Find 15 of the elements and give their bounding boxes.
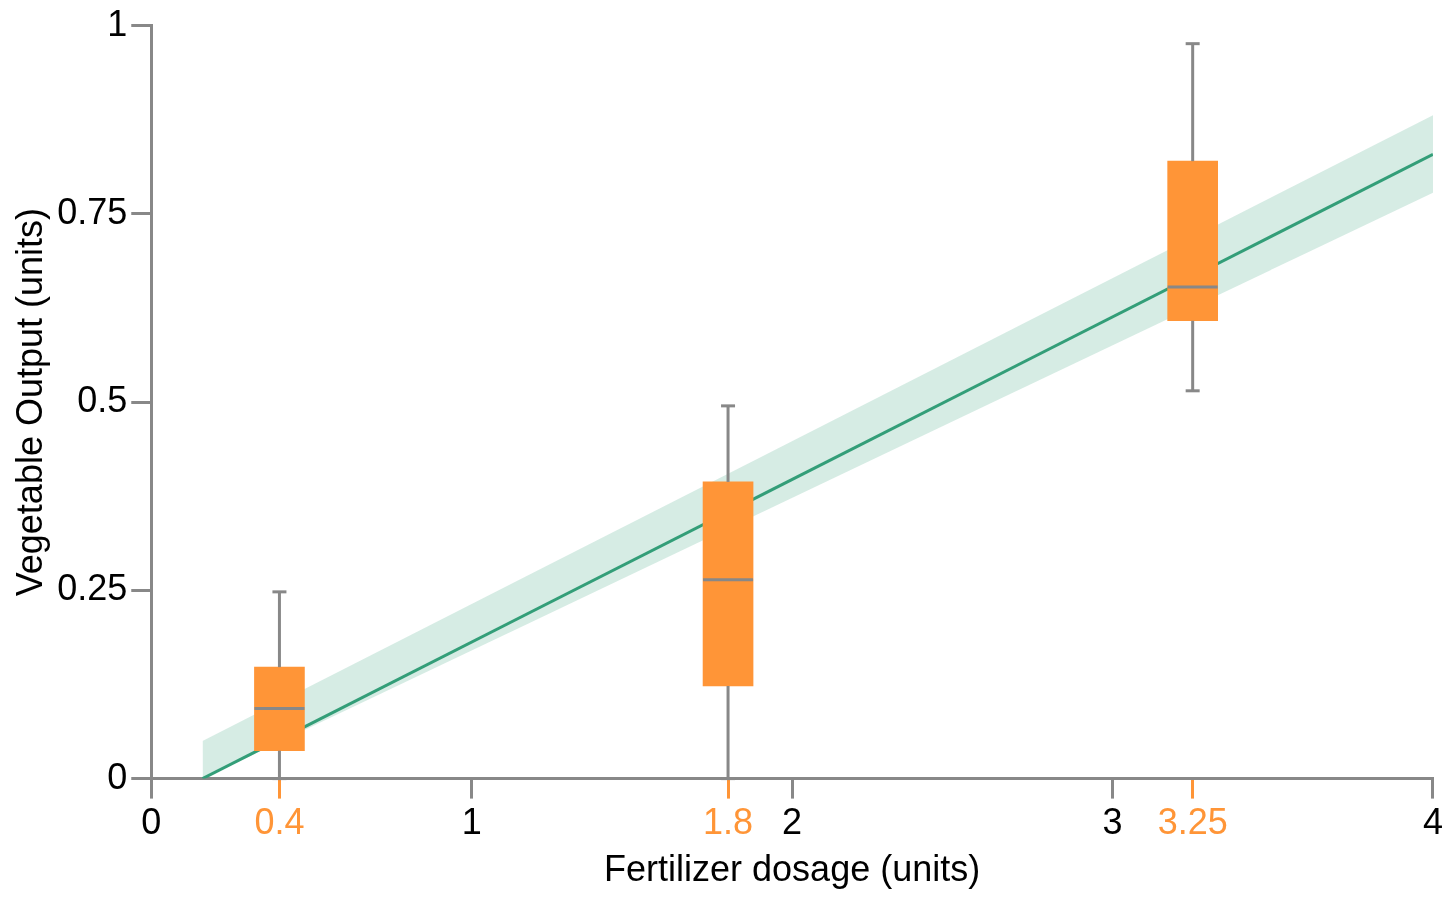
x-tick-label: 3.25 xyxy=(1157,801,1228,843)
y-tick-label: 0 xyxy=(107,755,128,797)
y-tick-label: 0.75 xyxy=(57,190,128,232)
x-tick-label: 1.8 xyxy=(703,801,754,843)
x-tick-label: 4 xyxy=(1422,801,1443,843)
x-tick-label: 1 xyxy=(461,801,482,843)
x-axis-title: Fertilizer dosage (units) xyxy=(604,848,981,890)
x-tick-label: 2 xyxy=(782,801,803,843)
y-tick-label: 1 xyxy=(107,2,128,44)
x-tick-label: 3 xyxy=(1102,801,1123,843)
x-tick-label: 0 xyxy=(141,801,162,843)
y-tick-label: 0.25 xyxy=(57,567,128,609)
y-tick-label: 0.5 xyxy=(77,379,128,421)
y-axis-title: Vegetable Output (units) xyxy=(8,207,50,597)
x-tick-label: 0.4 xyxy=(254,801,305,843)
